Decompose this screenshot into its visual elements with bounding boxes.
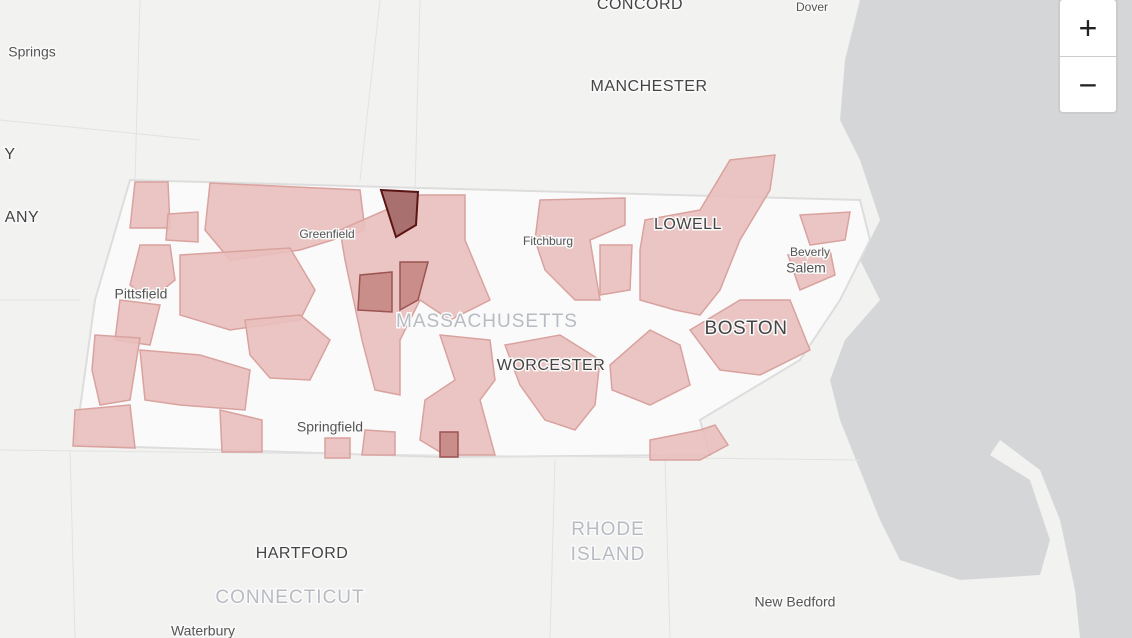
ocean [830,0,1132,638]
map-label: Pittsfield [115,286,168,302]
town [219,409,263,453]
town [114,299,161,346]
labels: CONCORD Dover Springs MANCHESTER Y ANY G… [3,0,837,638]
town [165,211,199,243]
town [204,182,366,261]
map-label: New Bedford [755,594,836,610]
town [688,299,811,376]
town [139,349,251,411]
map-label: Beverly [790,245,830,259]
town [129,181,171,229]
map-label: Springs [8,44,55,60]
map-label: ANY [5,209,39,226]
zoom-control: + − [1058,0,1118,114]
town [649,424,730,461]
map-label: LOWELL [654,216,722,233]
town-highlight [379,188,420,239]
town [91,334,141,406]
map-label: RHODE [571,519,645,540]
town [357,271,393,313]
map-label: Fitchburg [523,234,573,248]
map-label: MANCHESTER [590,78,707,95]
town [798,211,851,246]
map-label: Springfield [297,419,363,435]
town [503,334,601,431]
town [609,329,691,406]
map-label: Salem [786,260,826,276]
map-label: WORCESTER [497,357,606,374]
zoom-out-button[interactable]: − [1060,56,1116,113]
map-label: CONCORD [597,0,683,13]
map-label: MASSACHUSETTS [396,311,578,332]
town [361,429,396,456]
town [786,249,836,292]
map-label: CONNECTICUT [215,587,364,608]
borders [0,0,861,638]
map-label: Y [4,146,15,163]
town [399,261,429,312]
map-label: Greenfield [299,227,354,241]
map-label: Dover [796,0,828,14]
map-label: BOSTON [705,318,788,339]
town [324,437,351,459]
map-label: HARTFORD [256,545,349,562]
map-label: ISLAND [571,544,646,565]
map-label: Waterbury [171,623,235,638]
town [439,431,459,458]
town [129,244,176,301]
town [72,404,136,449]
town [639,154,776,316]
zoom-in-button[interactable]: + [1078,10,1098,46]
town [599,244,633,296]
town [419,334,496,456]
town [244,314,331,381]
towns [72,154,851,461]
town [534,197,626,301]
